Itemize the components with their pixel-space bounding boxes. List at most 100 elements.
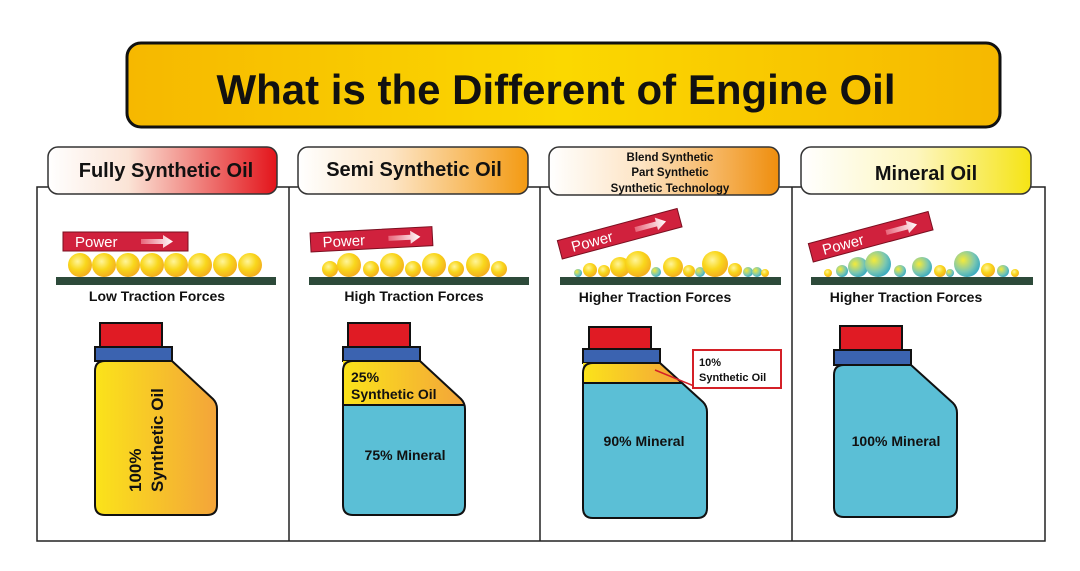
oil-molecule [405, 261, 421, 277]
oil-molecule [752, 267, 762, 277]
svg-text:Synthetic Oil: Synthetic Oil [699, 372, 766, 384]
svg-text:100% Mineral: 100% Mineral [852, 433, 941, 449]
svg-text:75% Mineral: 75% Mineral [365, 447, 446, 463]
oil-molecule [954, 251, 980, 277]
bottle-cap [347, 322, 411, 348]
oil-molecule [422, 253, 446, 277]
bottle-band [342, 346, 421, 362]
oil-molecule [728, 263, 742, 277]
oil-molecule [466, 253, 490, 277]
svg-text:Mineral Oil: Mineral Oil [875, 163, 977, 185]
svg-text:Semi Synthetic Oil: Semi Synthetic Oil [326, 159, 502, 181]
power-banner: Power [309, 226, 434, 253]
bottle-semi-synthetic: 25% Synthetic Oil 75% Mineral [342, 322, 466, 516]
oil-molecule [164, 253, 188, 277]
road-surface [309, 277, 529, 285]
oil-molecule [363, 261, 379, 277]
oil-molecule [610, 257, 630, 277]
road-surface [811, 277, 1033, 285]
bottle-cap [839, 325, 903, 351]
header-semi-synthetic: Semi Synthetic Oil [297, 146, 529, 195]
traction-label: Low Traction Forces [89, 288, 225, 304]
oil-molecule [912, 257, 932, 277]
oil-molecule [946, 269, 954, 277]
oil-molecule [848, 257, 868, 277]
oil-molecule [337, 253, 361, 277]
oil-molecule [380, 253, 404, 277]
svg-text:Part Synthetic: Part Synthetic [631, 167, 709, 179]
oil-molecule [981, 263, 995, 277]
arrow-right-icon [634, 217, 667, 233]
oil-molecule [836, 265, 848, 277]
bottle-mineral: 100% Mineral [833, 325, 958, 518]
svg-text:100%: 100% [126, 449, 145, 492]
arrow-right-icon [388, 230, 421, 244]
arrow-right-icon [885, 220, 918, 236]
oil-molecule [238, 253, 262, 277]
arrow-right-icon [141, 235, 173, 248]
oil-molecule [824, 269, 832, 277]
oil-molecule [92, 253, 116, 277]
traction-label: Higher Traction Forces [830, 289, 983, 305]
power-label: Power [75, 234, 118, 251]
oil-molecule [583, 263, 597, 277]
header-fully-synthetic: Fully Synthetic Oil [47, 146, 278, 195]
power-label: Power [322, 232, 365, 251]
oil-molecule [997, 265, 1009, 277]
oil-molecule [651, 267, 661, 277]
bottle-band [94, 346, 173, 362]
svg-text:Synthetic Oil: Synthetic Oil [351, 386, 437, 402]
traction-label: Higher Traction Forces [579, 289, 732, 305]
svg-text:Synthetic Oil: Synthetic Oil [148, 388, 167, 492]
svg-text:Blend Synthetic: Blend Synthetic [627, 152, 715, 164]
callout-box [692, 349, 782, 389]
svg-text:90% Mineral: 90% Mineral [604, 433, 685, 449]
oil-molecule [574, 269, 582, 277]
road-surface [560, 277, 781, 285]
oil-molecule [934, 265, 946, 277]
bottle-cap [99, 322, 163, 348]
traction-scene: Power [556, 207, 781, 285]
svg-text:Fully Synthetic Oil: Fully Synthetic Oil [79, 160, 253, 182]
svg-text:Synthetic Technology: Synthetic Technology [611, 183, 730, 195]
oil-molecule [213, 253, 237, 277]
oil-molecule [1011, 269, 1019, 277]
bottle-band [833, 349, 912, 366]
oil-molecule [491, 261, 507, 277]
oil-molecule [865, 251, 891, 277]
oil-molecule [448, 261, 464, 277]
oil-molecule [761, 269, 769, 277]
page-title: What is the Different of Engine Oil [216, 66, 895, 113]
oil-molecule [683, 265, 695, 277]
title-banner: What is the Different of Engine Oil [125, 41, 1002, 129]
power-banner: Power [556, 207, 683, 260]
traction-scene: Power [309, 226, 529, 285]
bottle-cap [588, 326, 652, 350]
oil-molecule [140, 253, 164, 277]
oil-molecule [598, 265, 610, 277]
traction-scene: Power [807, 210, 1033, 285]
bottle-blend-synthetic: 10% Synthetic Oil 90% Mineral [582, 326, 782, 519]
oil-molecule [116, 253, 140, 277]
header-mineral: Mineral Oil [800, 146, 1032, 195]
oil-molecule [188, 253, 212, 277]
power-label: Power [820, 231, 865, 258]
oil-molecule [322, 261, 338, 277]
oil-molecule [743, 267, 753, 277]
svg-text:25%: 25% [351, 369, 380, 385]
power-label: Power [569, 228, 614, 255]
oil-molecule [702, 251, 728, 277]
traction-scene: Power [56, 231, 276, 285]
svg-text:10%: 10% [699, 357, 721, 369]
traction-label: High Traction Forces [344, 288, 483, 304]
power-banner: Power [62, 231, 189, 252]
oil-molecule [68, 253, 92, 277]
bottle-band [582, 348, 661, 364]
bottle-fully-synthetic: 100% Synthetic Oil [94, 322, 218, 516]
header-blend-synthetic: Blend Synthetic Part Synthetic Synthetic… [548, 146, 780, 196]
oil-molecule [894, 265, 906, 277]
oil-molecule [695, 267, 705, 277]
road-surface [56, 277, 276, 285]
oil-molecule [663, 257, 683, 277]
